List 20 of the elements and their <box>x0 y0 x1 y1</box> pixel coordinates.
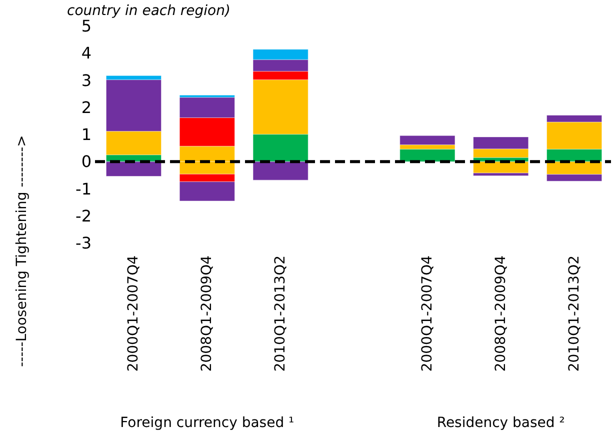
y-tick-label: 3 <box>81 70 92 90</box>
x-tick-label: 2008Q1-2009Q4 <box>492 255 509 372</box>
y-tick-label: 4 <box>81 44 92 63</box>
x-tick-label: 2000Q1-2007Q4 <box>419 255 436 372</box>
chart-title: country in each region) <box>67 3 230 19</box>
y-tick-label: -2 <box>76 206 92 226</box>
y-tick-label: 1 <box>81 125 92 144</box>
y-tick-label: 2 <box>81 98 92 117</box>
bar <box>400 135 456 146</box>
x-tick-label: 2010Q1-2013Q2 <box>566 256 582 372</box>
x-tick-label: 2010Q1-2013Q2 <box>272 256 289 372</box>
y-tick-label: -1 <box>76 179 92 198</box>
y-tick-label: 5 <box>81 16 92 36</box>
x-tick-label: 2000Q1-2007Q4 <box>126 255 142 372</box>
y-tick-label: 0 <box>81 152 92 172</box>
text: Residency based ² <box>436 415 565 431</box>
y-axis-title: -----Loosening Tightening --------> <box>14 135 30 367</box>
text: Foreign currency based ¹ <box>120 415 294 431</box>
y-tick-label: -3 <box>76 234 92 252</box>
x-tick-label: 2008Q1-2009Q4 <box>199 255 216 372</box>
